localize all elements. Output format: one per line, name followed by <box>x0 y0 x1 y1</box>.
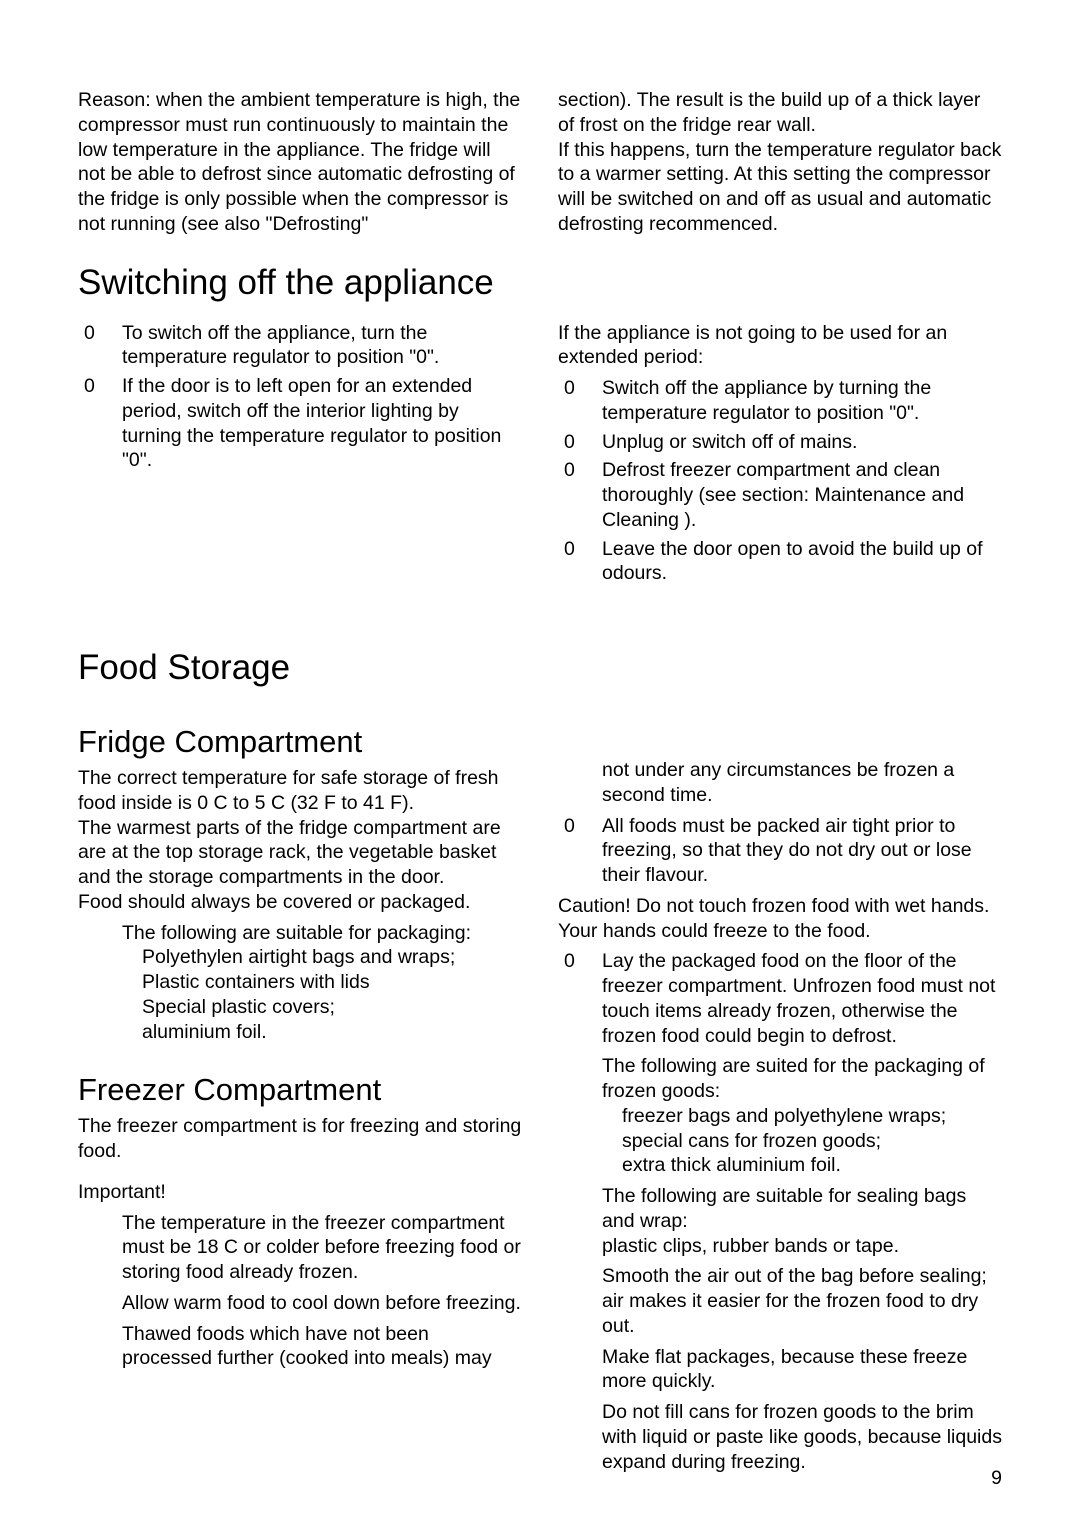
list-text: If the door is to left open for an exten… <box>122 374 522 473</box>
packaging-item: aluminium foil. <box>142 1020 522 1045</box>
food-right-col: not under any circumstances be frozen a … <box>558 706 1002 1480</box>
bullet-icon: 0 <box>558 949 602 1048</box>
suited-item: freezer bags and polyethylene wraps; <box>622 1104 1002 1129</box>
fridge-p2: The warmest parts of the fridge compartm… <box>78 816 522 890</box>
switching-right-intro: If the appliance is not going to be used… <box>558 321 1002 371</box>
list-text: Lay the packaged food on the floor of th… <box>602 949 1002 1048</box>
heading-freezer-compartment: Freezer Compartment <box>78 1072 522 1108</box>
switching-right: If the appliance is not going to be used… <box>558 321 1002 591</box>
packaging-item: Plastic containers with lids <box>142 970 522 995</box>
freezer-tip: Smooth the air out of the bag before sea… <box>602 1264 1002 1338</box>
list-text: Defrost freezer compartment and clean th… <box>602 458 1002 532</box>
bullet-icon: 0 <box>558 814 602 888</box>
list-text: To switch off the appliance, turn the te… <box>122 321 522 371</box>
freezer-right-top: not under any circumstances be frozen a … <box>602 758 1002 808</box>
packaging-item: Special plastic covers; <box>142 995 522 1020</box>
list-item: 0 To switch off the appliance, turn the … <box>78 321 522 371</box>
seal-intro: The following are suitable for sealing b… <box>602 1184 1002 1234</box>
packaging-intro: The following are suitable for packaging… <box>122 921 522 946</box>
heading-fridge-compartment: Fridge Compartment <box>78 724 522 760</box>
bullet-icon: 0 <box>78 374 122 473</box>
bullet-icon: 0 <box>558 430 602 455</box>
food-section: Fridge Compartment The correct temperatu… <box>78 706 1002 1480</box>
important-label: Important! <box>78 1180 522 1205</box>
intro-section: Reason: when the ambient temperature is … <box>78 88 1002 237</box>
suited-intro: The following are suited for the packagi… <box>602 1054 1002 1104</box>
freezer-p1: The freezer compartment is for freezing … <box>78 1114 522 1164</box>
suited-item: extra thick aluminium foil. <box>622 1153 1002 1178</box>
freezer-note: The temperature in the freezer compartme… <box>122 1211 522 1285</box>
heading-food-storage: Food Storage <box>78 648 1002 688</box>
seal-items: plastic clips, rubber bands or tape. <box>602 1234 1002 1259</box>
list-item: 0 If the door is to left open for an ext… <box>78 374 522 473</box>
freezer-tip: Make flat packages, because these freeze… <box>602 1345 1002 1395</box>
bullet-icon: 0 <box>558 537 602 587</box>
intro-right-text-2: If this happens, turn the temperature re… <box>558 138 1002 237</box>
list-text: All foods must be packed air tight prior… <box>602 814 1002 888</box>
list-text: Switch off the appliance by turning the … <box>602 376 1002 426</box>
intro-left-text: Reason: when the ambient temperature is … <box>78 88 522 237</box>
list-item: 0 All foods must be packed air tight pri… <box>558 814 1002 888</box>
bullet-icon: 0 <box>78 321 122 371</box>
fridge-p1: The correct temperature for safe storage… <box>78 766 522 816</box>
bullet-icon: 0 <box>558 376 602 426</box>
packaging-item: Polyethylen airtight bags and wraps; <box>142 945 522 970</box>
food-left-col: Fridge Compartment The correct temperatu… <box>78 706 522 1480</box>
freezer-note: Thawed foods which have not been process… <box>122 1322 522 1372</box>
freezer-note: Allow warm food to cool down before free… <box>122 1291 522 1316</box>
list-item: 0 Lay the packaged food on the floor of … <box>558 949 1002 1048</box>
list-text: Leave the door open to avoid the build u… <box>602 537 1002 587</box>
bullet-icon: 0 <box>558 458 602 532</box>
caution-text: Caution! Do not touch frozen food with w… <box>558 894 1002 944</box>
suited-item: special cans for frozen goods; <box>622 1129 1002 1154</box>
list-item: 0 Defrost freezer compartment and clean … <box>558 458 1002 532</box>
fridge-p3: Food should always be covered or package… <box>78 890 522 915</box>
heading-switching-off: Switching off the appliance <box>78 263 1002 303</box>
list-item: 0 Leave the door open to avoid the build… <box>558 537 1002 587</box>
intro-right: section). The result is the build up of … <box>558 88 1002 237</box>
intro-left: Reason: when the ambient temperature is … <box>78 88 522 237</box>
switching-left: 0 To switch off the appliance, turn the … <box>78 321 522 591</box>
list-text: Unplug or switch off of mains. <box>602 430 1002 455</box>
list-item: 0 Switch off the appliance by turning th… <box>558 376 1002 426</box>
intro-right-text-1: section). The result is the build up of … <box>558 88 1002 138</box>
page-number: 9 <box>991 1467 1002 1490</box>
switching-section: 0 To switch off the appliance, turn the … <box>78 321 1002 591</box>
list-item: 0 Unplug or switch off of mains. <box>558 430 1002 455</box>
freezer-tip: Do not fill cans for frozen goods to the… <box>602 1400 1002 1474</box>
